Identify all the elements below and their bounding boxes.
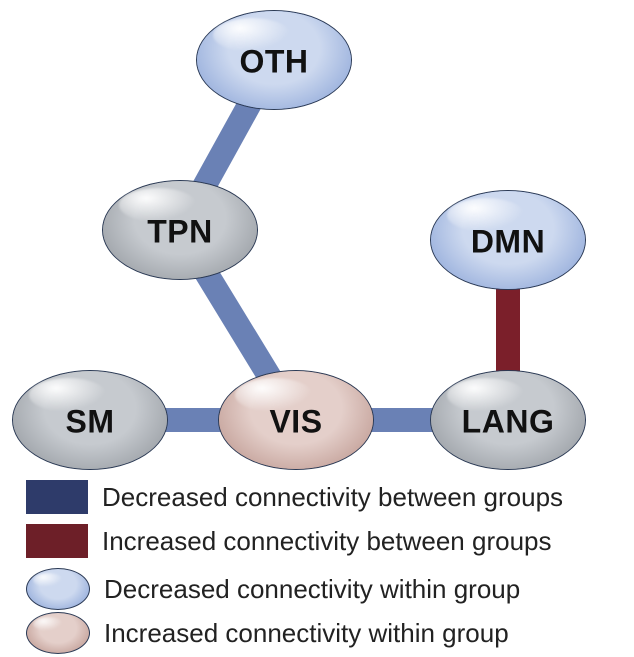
node-label: DMN — [471, 224, 545, 261]
legend-label: Increased connectivity between groups — [102, 526, 552, 557]
legend-swatch — [26, 524, 88, 558]
legend-swatch — [26, 612, 90, 654]
node-label: VIS — [269, 404, 322, 441]
legend-label: Decreased connectivity between groups — [102, 482, 563, 513]
legend-swatch — [26, 568, 90, 610]
legend-item: Increased connectivity between groups — [26, 524, 552, 558]
node-dmn: DMN — [430, 190, 586, 290]
legend-label: Decreased connectivity within group — [104, 574, 520, 605]
node-oth: OTH — [196, 10, 352, 110]
legend-label: Increased connectivity within group — [104, 618, 509, 649]
legend-item: Increased connectivity within group — [26, 612, 509, 654]
node-vis: VIS — [218, 370, 374, 470]
node-sm: SM — [12, 370, 168, 470]
node-label: LANG — [462, 404, 555, 441]
legend-item: Decreased connectivity between groups — [26, 480, 563, 514]
node-label: OTH — [239, 44, 308, 81]
legend-item: Decreased connectivity within group — [26, 568, 520, 610]
node-lang: LANG — [430, 370, 586, 470]
node-label: SM — [66, 404, 115, 441]
legend-swatch — [26, 480, 88, 514]
node-label: TPN — [147, 214, 213, 251]
node-tpn: TPN — [102, 180, 258, 280]
